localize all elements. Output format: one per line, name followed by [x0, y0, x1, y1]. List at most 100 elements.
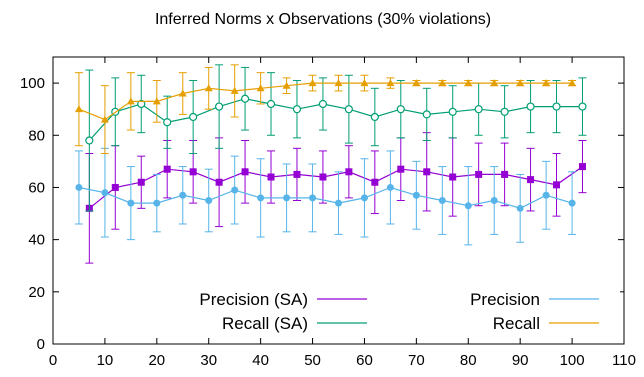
data-point [85, 136, 94, 145]
series-precision-sa [85, 132, 587, 264]
data-point [163, 118, 172, 127]
data-point [526, 102, 535, 111]
data-point [344, 105, 353, 114]
data-point [189, 168, 197, 176]
x-tick-label: 0 [49, 352, 57, 369]
data-point [370, 112, 379, 122]
data-point [568, 79, 577, 87]
data-point [267, 173, 275, 181]
legend-label: Recall (SA) [222, 314, 308, 333]
legend-label: Precision (SA) [199, 290, 308, 309]
data-point [204, 84, 213, 92]
data-point [241, 168, 249, 176]
data-point [318, 99, 328, 109]
data-point [500, 107, 509, 116]
data-point [231, 186, 239, 194]
x-tick-label: 50 [304, 352, 321, 369]
data-point [360, 194, 368, 202]
data-point [516, 79, 525, 87]
data-point [100, 115, 109, 123]
data-point [335, 199, 342, 207]
data-point [438, 197, 446, 204]
data-point [282, 81, 291, 89]
series-line [78, 82, 573, 121]
data-point [464, 79, 473, 87]
y-tick-label: 40 [28, 232, 45, 249]
x-tick-label: 30 [200, 352, 217, 369]
legend-label: Precision [470, 290, 540, 309]
data-point [490, 197, 498, 204]
data-point [189, 112, 198, 122]
data-point [397, 165, 405, 173]
data-point [334, 79, 343, 87]
y-tick-label: 0 [37, 336, 45, 353]
data-point [215, 102, 224, 111]
legend-background [160, 283, 620, 335]
data-point [230, 86, 239, 94]
data-point [75, 183, 83, 191]
data-point [266, 99, 276, 109]
data-point [309, 194, 317, 202]
x-tick-label: 90 [512, 352, 529, 369]
series-recall-sa [85, 64, 587, 212]
series-line [78, 186, 573, 209]
data-point [240, 94, 250, 103]
legend-label: Recall [493, 314, 540, 333]
data-point [74, 105, 83, 113]
data-point [568, 199, 576, 207]
x-tick-label: 10 [97, 352, 114, 369]
legend-item: Recall [493, 314, 599, 333]
data-point [412, 79, 421, 87]
data-point [256, 84, 265, 92]
data-point [396, 105, 405, 114]
data-point [501, 170, 509, 178]
chart-title: Inferred Norms x Observations (30% viola… [155, 11, 491, 28]
data-point [448, 107, 457, 116]
data-point [474, 105, 483, 114]
series-line [88, 166, 583, 209]
data-point [308, 79, 317, 87]
data-point [527, 176, 535, 184]
data-point [412, 191, 420, 199]
data-point [423, 168, 431, 176]
data-point [111, 183, 119, 191]
data-point [475, 170, 483, 178]
data-point [205, 197, 213, 204]
data-point [578, 163, 586, 171]
data-point [178, 89, 187, 97]
data-point [319, 173, 327, 181]
x-tick-label: 80 [460, 352, 477, 369]
plot-frame [52, 56, 625, 345]
data-point [283, 194, 291, 202]
data-point [345, 168, 353, 176]
data-point [137, 178, 145, 186]
series-line [88, 98, 583, 141]
data-point [292, 105, 302, 114]
plot-area [74, 64, 587, 264]
data-point [257, 194, 265, 202]
y-tick-label: 80 [28, 127, 45, 144]
data-point [153, 199, 161, 207]
legend-item: Precision [470, 290, 599, 309]
x-tick-label: 20 [148, 352, 165, 369]
x-tick-label: 110 [612, 352, 636, 369]
data-point [137, 99, 146, 109]
data-point [553, 181, 561, 189]
y-tick-label: 60 [28, 179, 45, 196]
data-point [542, 79, 551, 87]
data-point [360, 79, 369, 87]
data-point [422, 110, 431, 119]
data-point [152, 97, 161, 105]
data-point [179, 191, 187, 199]
legend: Precision (SA) Recall (SA) Precision Recall [160, 283, 620, 335]
data-point [293, 170, 301, 178]
data-point [163, 165, 171, 173]
x-tick-label: 70 [408, 352, 425, 369]
data-point [386, 183, 394, 191]
data-point [215, 178, 223, 186]
series-precision [74, 147, 577, 246]
data-point [386, 79, 395, 87]
data-point [126, 97, 135, 105]
data-point [101, 189, 109, 197]
